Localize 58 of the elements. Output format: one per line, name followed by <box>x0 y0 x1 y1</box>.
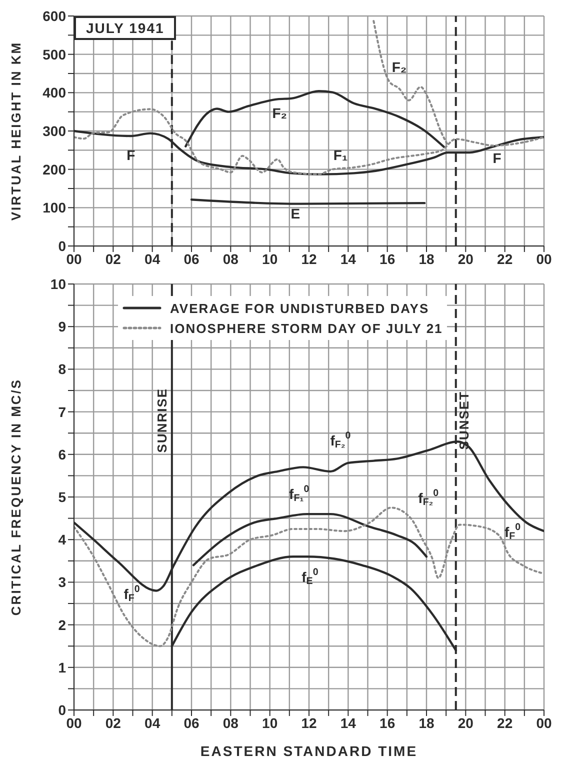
y-tick-label: 2 <box>58 616 66 633</box>
x-tick-label: 14 <box>340 250 356 267</box>
y-tick-label: 0 <box>58 702 66 718</box>
ref-line-label: SUNSET <box>456 390 472 450</box>
y-axis-title: VIRTUAL HEIGHT IN KM <box>8 41 24 221</box>
x-tick-label: 02 <box>105 714 122 731</box>
x-tick-label: 08 <box>222 250 239 267</box>
x-tick-label: 12 <box>301 250 317 267</box>
x-tick-label: 20 <box>458 714 474 731</box>
x-tick-label: 18 <box>418 714 434 731</box>
x-tick-label: 02 <box>105 250 122 267</box>
y-tick-label: 100 <box>42 200 66 216</box>
y-tick-label: 1 <box>58 659 66 676</box>
x-tick-label: 10 <box>262 250 278 267</box>
x-tick-label: 22 <box>497 250 513 267</box>
x-tick-label: 00 <box>536 250 552 267</box>
x-tick-label: 00 <box>66 714 82 731</box>
legend-label: AVERAGE FOR UNDISTURBED DAYS <box>170 300 430 316</box>
y-tick-label: 200 <box>42 161 66 178</box>
x-tick-label: 00 <box>66 250 82 267</box>
annotation: F <box>126 146 136 163</box>
x-tick-label: 04 <box>144 714 160 731</box>
x-tick-label: 16 <box>380 714 396 731</box>
x-tick-label: 04 <box>144 250 160 267</box>
y-tick-label: 8 <box>58 361 66 378</box>
x-tick-label: 20 <box>458 250 474 267</box>
y-tick-label: 0 <box>58 238 66 254</box>
y-tick-label: 9 <box>58 318 66 335</box>
x-tick-label: 16 <box>380 250 396 267</box>
x-tick-label: 14 <box>340 714 356 731</box>
y-tick-label: 500 <box>42 46 66 62</box>
x-axis-title: EASTERN STANDARD TIME <box>200 743 418 759</box>
y-tick-label: 3 <box>58 574 66 590</box>
legend-label: IONOSPHERE STORM DAY OF JULY 21 <box>170 320 443 336</box>
annotation: F₂ <box>392 58 407 75</box>
y-tick-label: 7 <box>58 404 66 420</box>
annotation: E <box>290 205 300 222</box>
y-tick-label: 400 <box>42 84 66 101</box>
x-tick-label: 22 <box>497 714 513 731</box>
x-tick-label: 18 <box>418 250 434 267</box>
ref-line-label: SUNRISE <box>154 388 170 453</box>
annotation: F <box>492 150 502 166</box>
y-tick-label: 6 <box>58 446 66 462</box>
y-tick-label: 10 <box>50 276 66 292</box>
y-tick-label: 4 <box>58 532 66 548</box>
y-tick-label: 600 <box>42 8 66 24</box>
x-tick-label: 10 <box>262 714 278 731</box>
y-tick-label: 300 <box>42 122 66 139</box>
x-tick-label: 06 <box>184 714 200 731</box>
x-tick-label: 08 <box>222 714 239 731</box>
x-tick-label: 00 <box>536 714 552 731</box>
annotation: F₂ <box>272 104 288 120</box>
x-tick-label: 12 <box>301 714 317 731</box>
annotation: JULY 1941 <box>74 16 176 40</box>
x-tick-label: 06 <box>184 250 200 267</box>
annotation: F₁ <box>333 146 348 163</box>
y-tick-label: 5 <box>58 488 66 505</box>
y-axis-title: CRITICAL FREQUENCY IN MC/S <box>8 378 24 616</box>
